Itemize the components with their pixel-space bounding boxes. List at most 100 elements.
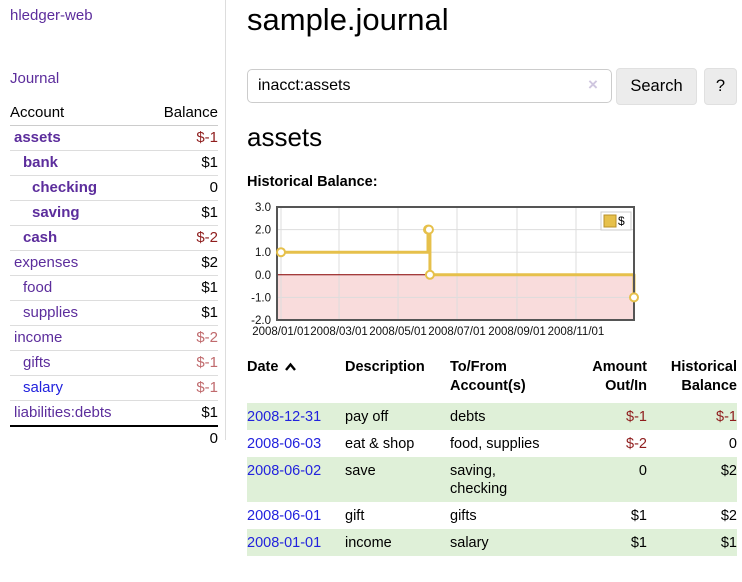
account-link[interactable]: supplies xyxy=(23,304,79,321)
account-name-cell: saving xyxy=(10,200,146,226)
register-balance-cell: $1 xyxy=(720,534,737,551)
chart-title: Historical Balance: xyxy=(247,174,378,190)
sidebar-account-row: salary $-1 xyxy=(10,375,218,401)
register-row: 2008-06-02 save saving, checking 0 $2 xyxy=(247,457,737,502)
register-accounts-cell: salary xyxy=(450,534,489,551)
register-amount-cell: $1 xyxy=(630,507,647,524)
accounts-table: Account Balance assets $-1 bank $1 checking 0… xyxy=(10,101,218,451)
account-link[interactable]: income xyxy=(14,329,63,346)
register-amount-cell: $-1 xyxy=(626,408,647,425)
clear-search-icon[interactable]: × xyxy=(588,75,598,94)
accounts-header-account: Account xyxy=(10,101,146,126)
help-button[interactable]: ? xyxy=(704,68,737,105)
register-amount-cell: 0 xyxy=(638,462,647,479)
page-title: sample.journal xyxy=(247,2,449,37)
account-balance: $-1 xyxy=(145,350,218,376)
register-date-cell: 2008-06-01 xyxy=(247,502,345,529)
register-description-cell: income xyxy=(345,534,392,551)
legend-label: $ xyxy=(618,214,625,228)
register-row: 2008-06-01 gift gifts $1 $2 xyxy=(247,502,737,529)
transaction-date-link[interactable]: 2008-06-01 xyxy=(247,507,322,524)
transaction-date-link[interactable]: 2008-12-31 xyxy=(247,408,322,425)
svg-text:2008/11/01: 2008/11/01 xyxy=(548,326,605,338)
account-link[interactable]: food xyxy=(23,279,53,296)
svg-text:2008/05/01: 2008/05/01 xyxy=(369,326,427,338)
search-button[interactable]: Search xyxy=(616,68,697,105)
account-name-cell: supplies xyxy=(10,300,146,326)
data-point-marker xyxy=(423,224,434,235)
legend-swatch xyxy=(603,214,617,228)
register-table: Date Description To/From Account(s) Amou… xyxy=(247,355,737,556)
svg-text:-2.0: -2.0 xyxy=(251,315,271,327)
svg-text:0.0: 0.0 xyxy=(255,270,271,282)
register-description-cell: eat & shop xyxy=(345,435,415,452)
sidebar-item-journal[interactable]: Journal xyxy=(10,70,60,87)
account-name-cell: bank xyxy=(10,150,146,176)
register-accounts-cell: saving, checking xyxy=(450,462,508,497)
register-description-cell: save xyxy=(345,462,376,479)
svg-text:2008/03/01: 2008/03/01 xyxy=(310,326,368,338)
account-name-cell: gifts xyxy=(10,350,146,376)
register-description-cell: pay off xyxy=(345,408,389,425)
search-input[interactable] xyxy=(247,69,612,103)
register-date-cell: 2008-06-03 xyxy=(247,430,345,457)
register-header-description: Description xyxy=(345,359,425,375)
data-point-marker xyxy=(629,292,639,303)
register-balance-cell: 0 xyxy=(728,435,737,452)
account-link[interactable]: cash xyxy=(23,229,58,246)
account-balance: $-2 xyxy=(145,225,218,251)
register-balance-cell: $-1 xyxy=(716,408,737,425)
account-name-cell: salary xyxy=(10,375,146,401)
account-link[interactable]: salary xyxy=(23,379,64,396)
account-balance: $1 xyxy=(145,400,218,426)
account-balance: $1 xyxy=(145,275,218,301)
register-row: 2008-01-01 income salary $1 $1 xyxy=(247,529,737,556)
register-accounts-cell: debts xyxy=(450,408,486,425)
register-description-cell: gift xyxy=(345,507,365,524)
account-link[interactable]: checking xyxy=(32,179,98,196)
register-balance-cell: $2 xyxy=(720,507,737,524)
accounts-total-value: 0 xyxy=(145,425,218,451)
register-date-cell: 2008-12-31 xyxy=(247,403,345,430)
account-balance: $1 xyxy=(145,200,218,226)
register-header-amount: Amount Out/In xyxy=(592,359,647,394)
svg-text:1.0: 1.0 xyxy=(255,247,271,259)
account-link[interactable]: expenses xyxy=(14,254,79,271)
sidebar-account-row: bank $1 xyxy=(10,150,218,176)
register-header-row: Date Description To/From Account(s) Amou… xyxy=(247,355,737,403)
sidebar: hledger-web Journal Account Balance asse… xyxy=(0,0,226,451)
account-link[interactable]: saving xyxy=(32,204,80,221)
sort-ascending-icon xyxy=(285,362,297,371)
register-row: 2008-12-31 pay off debts $-1 $-1 xyxy=(247,403,737,430)
app-title-link[interactable]: hledger-web xyxy=(10,7,93,24)
sidebar-account-row: checking 0 xyxy=(10,175,218,201)
account-balance: $-2 xyxy=(145,325,218,351)
transaction-date-link[interactable]: 2008-01-01 xyxy=(247,534,322,551)
account-link[interactable]: assets xyxy=(14,129,61,146)
accounts-total-row: 0 xyxy=(10,425,218,451)
account-balance: $1 xyxy=(145,150,218,176)
svg-text:-1.0: -1.0 xyxy=(251,292,271,304)
sidebar-account-rows: assets $-1 bank $1 checking 0 saving $1 cash $-2 e… xyxy=(10,126,218,426)
sidebar-account-row: gifts $-1 xyxy=(10,350,218,376)
accounts-total-spacer xyxy=(10,425,146,451)
account-name-cell: food xyxy=(10,275,146,301)
transaction-date-link[interactable]: 2008-06-02 xyxy=(247,462,322,479)
transaction-date-link[interactable]: 2008-06-03 xyxy=(247,435,322,452)
historical-balance-chart: $3.0 2.0 1.0 0.0 -1.0 -2.0 2008/01/01 2008/03/0… xyxy=(247,197,742,339)
chart-legend: $ xyxy=(600,211,632,231)
account-link[interactable]: bank xyxy=(23,154,59,171)
register-date-cell: 2008-01-01 xyxy=(247,529,345,556)
register-accounts-cell: gifts xyxy=(450,507,477,524)
account-link[interactable]: gifts xyxy=(23,354,51,371)
accounts-header-row: Account Balance xyxy=(10,101,218,126)
account-balance: $2 xyxy=(145,250,218,276)
register-header-date[interactable]: Date xyxy=(247,355,345,403)
account-link[interactable]: liabilities:debts xyxy=(14,404,112,421)
account-name-cell: checking xyxy=(10,175,146,201)
register-accounts-cell: food, supplies xyxy=(450,435,540,452)
account-heading: assets xyxy=(247,122,323,152)
sidebar-account-row: saving $1 xyxy=(10,200,218,226)
account-balance: $-1 xyxy=(145,375,218,401)
account-balance: $-1 xyxy=(196,129,218,146)
